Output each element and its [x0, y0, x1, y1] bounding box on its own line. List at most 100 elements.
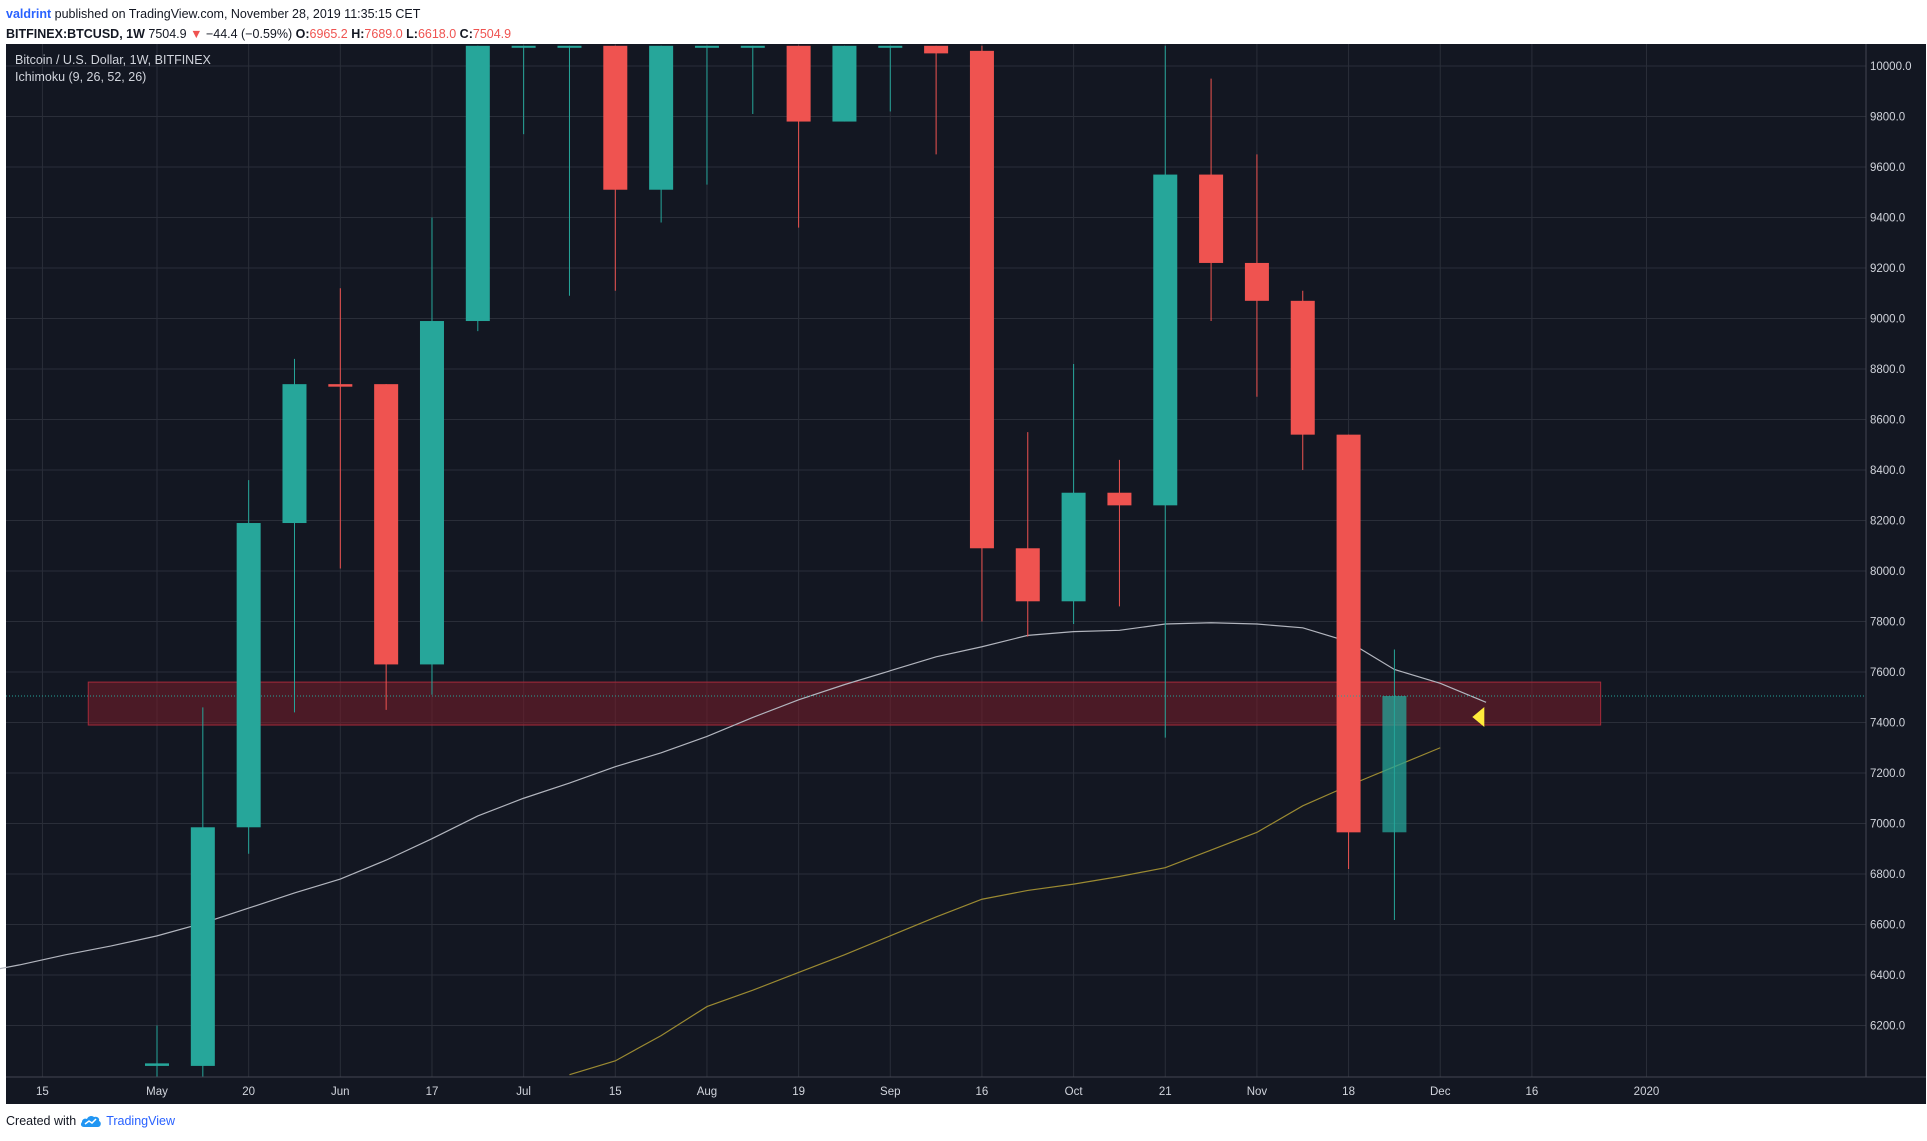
candle-body [328, 384, 353, 387]
candle-down [1015, 432, 1040, 637]
time-tick-label: 19 [792, 1086, 805, 1098]
low-value: 6618.0 [417, 27, 457, 41]
time-tick-label: Oct [1065, 1086, 1084, 1098]
candle-up [694, 45, 719, 185]
candle-body [374, 384, 399, 665]
candle-body [924, 45, 949, 54]
price-tick-label: 6800.0 [1870, 869, 1905, 881]
price-tick-label: 9600.0 [1870, 162, 1905, 174]
candle-up [465, 45, 490, 332]
candle-body [190, 827, 215, 1066]
time-tick-label: 15 [36, 1086, 49, 1098]
time-tick-label: Sep [880, 1086, 900, 1098]
price-tick-label: 7800.0 [1870, 617, 1905, 629]
time-tick-label: May [146, 1086, 168, 1098]
legend-instrument: Bitcoin / U.S. Dollar, 1W, BITFINEX [15, 53, 212, 67]
candle-body [419, 321, 444, 665]
price-axis-background [1866, 44, 1926, 1104]
price-tick-label: 8800.0 [1870, 364, 1905, 376]
change-value: −44.4 (−0.59%) [205, 27, 293, 41]
quote-row: BITFINEX:BTCUSD, 1W 7504.9 ▼ −44.4 (−0.5… [6, 24, 511, 44]
price-tick-label: 6400.0 [1870, 970, 1905, 982]
candle-down [1336, 434, 1361, 869]
price-tick-label: 8600.0 [1870, 415, 1905, 427]
low-label: L: [406, 27, 418, 41]
candle-down [1290, 290, 1315, 470]
candle-body [969, 50, 994, 549]
candle-up [282, 358, 307, 713]
candle-down [603, 45, 628, 291]
price-tick-label: 8400.0 [1870, 465, 1905, 477]
candles-layer [145, 45, 1407, 1077]
price-tick-label: 8000.0 [1870, 566, 1905, 578]
candle-body [282, 384, 307, 524]
candle-up [190, 707, 215, 1077]
candle-up [1153, 45, 1178, 738]
candle-body [1153, 174, 1178, 506]
price-tick-label: 9000.0 [1870, 314, 1905, 326]
high-value: 7689.0 [364, 27, 403, 41]
candle-up [511, 45, 536, 135]
high-label: H: [351, 27, 365, 41]
time-tick-label: Aug [697, 1086, 717, 1098]
time-tick-label: 18 [1342, 1086, 1355, 1098]
price-tick-label: 7200.0 [1870, 768, 1905, 780]
candle-down [1199, 78, 1224, 322]
time-tick-label: Jul [516, 1086, 531, 1098]
candle-body [878, 45, 903, 48]
candle-body [740, 45, 765, 48]
candle-body [1336, 434, 1361, 833]
open-value: 6965.2 [309, 27, 348, 41]
chart-header: valdrint published on TradingView.com, N… [6, 4, 511, 44]
time-tick-label: Dec [1430, 1086, 1451, 1098]
candle-up [419, 217, 444, 695]
candle-down [374, 384, 399, 710]
price-tick-label: 7400.0 [1870, 718, 1905, 730]
price-tick-label: 9400.0 [1870, 213, 1905, 225]
change-down-icon: ▼ [190, 27, 203, 41]
arrow-marker-icon [1472, 707, 1485, 728]
chart-background [6, 44, 1866, 1104]
tradingview-cloud-icon [81, 1115, 101, 1127]
legend-indicator: Ichimoku (9, 26, 52, 26) [15, 70, 146, 84]
footer: Created with TradingView [6, 1114, 175, 1128]
price-tick-label: 7000.0 [1870, 819, 1905, 831]
price-tick-label: 8200.0 [1870, 516, 1905, 528]
symbol-label: BITFINEX:BTCUSD, 1W [6, 27, 145, 41]
time-axis[interactable]: 15 May 20 Jun 17 Jul 15 Aug 19 Sep 16 Oct 21 Nov 18 Dec… [6, 1076, 1926, 1104]
candle-body [465, 45, 490, 322]
candle-body [832, 45, 857, 122]
candle-body [786, 45, 811, 122]
candle-body [1199, 174, 1224, 263]
price-axis[interactable]: 6200.0 6400.0 6600.0 6800.0 7000.0 7200.0 7400… [1865, 44, 1926, 1104]
tradingview-brand-link[interactable]: TradingView [106, 1114, 175, 1128]
candle-down [786, 45, 811, 228]
candle-down [924, 45, 949, 155]
candle-body [236, 523, 261, 828]
close-label: C: [459, 27, 473, 41]
candle-down [1107, 459, 1132, 607]
candle-up [740, 45, 765, 114]
price-tick-label: 6600.0 [1870, 920, 1905, 932]
time-tick-label: 16 [1526, 1086, 1539, 1098]
candle-up [649, 45, 674, 223]
publish-row: valdrint published on TradingView.com, N… [6, 4, 511, 24]
time-tick-label: 21 [1159, 1086, 1172, 1098]
candle-up [832, 45, 857, 122]
candle-down [969, 45, 994, 622]
candle-body [603, 45, 628, 190]
time-tick-label: 17 [426, 1086, 439, 1098]
author-link[interactable]: valdrint [6, 7, 52, 21]
price-tick-label: 10000.0 [1870, 61, 1912, 73]
ichimoku-lagging-span [569, 747, 1441, 1076]
created-with-label: Created with [6, 1114, 77, 1128]
candle-body [1244, 262, 1269, 301]
candle-body [511, 45, 536, 48]
resistance-zone [87, 681, 1602, 726]
last-price: 7504.9 [148, 27, 187, 41]
candle-body [1015, 548, 1040, 602]
close-value: 7504.9 [472, 27, 512, 41]
resistance-zone-layer [87, 681, 1602, 726]
ichimoku-base-line [0, 622, 1487, 970]
